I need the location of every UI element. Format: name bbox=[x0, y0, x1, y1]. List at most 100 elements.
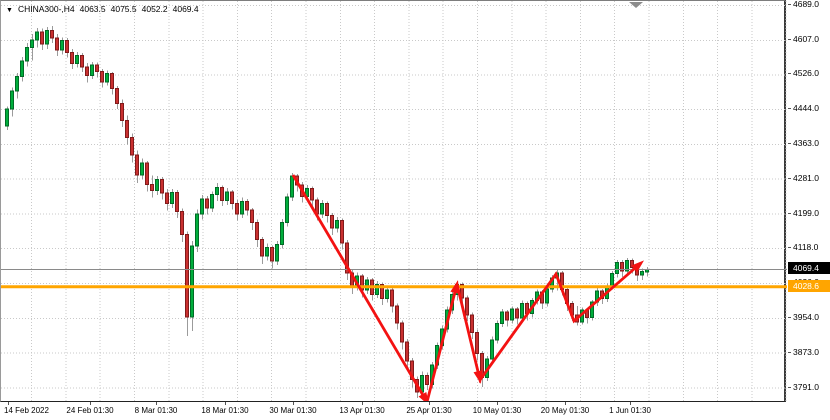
open-value: 4063.5 bbox=[79, 4, 106, 14]
price-axis-label: 4281.0 bbox=[793, 172, 819, 183]
candle bbox=[105, 70, 109, 86]
time-axis-tick bbox=[497, 402, 498, 405]
candle bbox=[310, 186, 314, 207]
time-axis[interactable]: 14 Feb 2022 24 Feb 01:30 8 Mar 01:30 18 Mar… bbox=[0, 402, 830, 420]
candle-body-bear bbox=[405, 341, 409, 362]
candle-body-bear bbox=[160, 179, 164, 194]
candle bbox=[5, 106, 9, 131]
candle-body-bear bbox=[465, 297, 469, 316]
candle bbox=[60, 37, 64, 55]
candle-body-bear bbox=[505, 311, 509, 321]
price-axis-tick bbox=[788, 142, 791, 144]
candle bbox=[40, 28, 44, 51]
candle-body-bull bbox=[10, 90, 14, 110]
candle bbox=[15, 73, 19, 99]
candle bbox=[205, 195, 209, 215]
candle bbox=[50, 26, 54, 44]
candle bbox=[185, 231, 189, 337]
candle-body-bear bbox=[410, 360, 414, 381]
candle-body-bear bbox=[400, 322, 404, 343]
candle-body-bull bbox=[365, 279, 369, 291]
candle-body-bull bbox=[15, 75, 19, 92]
candle bbox=[290, 172, 294, 201]
candle-body-bull bbox=[30, 39, 34, 49]
price-axis-tick bbox=[788, 73, 791, 75]
candle bbox=[115, 85, 119, 109]
candle bbox=[170, 189, 174, 208]
candle bbox=[175, 189, 179, 219]
price-axis-tick bbox=[788, 317, 791, 319]
chart-area[interactable]: ▼ CHINA300-,H4 4063.5 4075.5 4052.2 4069.4 bbox=[0, 0, 787, 402]
trend-arrows[interactable] bbox=[291, 174, 645, 401]
candle-body-bear bbox=[115, 87, 119, 104]
candle-body-bull bbox=[20, 60, 24, 77]
price-axis-label: 4118.0 bbox=[793, 242, 819, 253]
candle bbox=[265, 243, 269, 261]
candle bbox=[335, 217, 339, 233]
candle-body-bull bbox=[500, 311, 504, 324]
candle bbox=[110, 71, 114, 95]
candle-body-bear bbox=[95, 64, 99, 72]
candle-body-bear bbox=[380, 284, 384, 300]
candle bbox=[85, 62, 89, 83]
time-axis-label: 13 Apr 01:30 bbox=[339, 406, 385, 415]
candle-body-bull bbox=[190, 245, 194, 318]
candle-body-bull bbox=[285, 196, 289, 224]
candle-body-bear bbox=[630, 260, 634, 268]
candle-body-bull bbox=[615, 261, 619, 274]
price-axis[interactable]: 4689.0 4607.0 4526.0 4444.0 4363.0 4281.0 4199… bbox=[788, 0, 830, 402]
candle bbox=[260, 236, 264, 265]
candle-body-bear bbox=[620, 261, 624, 272]
trend-arrowhead bbox=[473, 370, 483, 384]
collapse-triangle-icon[interactable]: ▼ bbox=[6, 7, 13, 14]
candle-body-bear bbox=[165, 192, 169, 205]
price-axis-label: 4689.0 bbox=[793, 0, 819, 9]
candle bbox=[30, 33, 34, 61]
candle bbox=[225, 188, 229, 205]
candle bbox=[220, 185, 224, 207]
candle bbox=[145, 160, 149, 192]
candle-body-bear bbox=[70, 52, 74, 64]
candle-body-bear bbox=[325, 203, 329, 216]
candle-body-bear bbox=[425, 374, 429, 386]
candle bbox=[320, 200, 324, 219]
candle bbox=[55, 33, 59, 57]
ohlc-header: ▼ CHINA300-,H4 4063.5 4075.5 4052.2 4069.4 bbox=[6, 4, 204, 14]
time-axis-tick bbox=[565, 402, 566, 405]
high-value: 4075.5 bbox=[110, 4, 137, 14]
candle-body-bull bbox=[335, 220, 339, 229]
time-axis-tick bbox=[630, 402, 631, 405]
candle bbox=[620, 260, 624, 277]
price-axis-tick bbox=[788, 386, 791, 388]
candle bbox=[230, 189, 234, 210]
candle-body-bull bbox=[265, 246, 269, 257]
symbol-period-label: CHINA300-,H4 bbox=[17, 4, 75, 14]
chart-canvas[interactable] bbox=[1, 1, 787, 401]
candle-body-bear bbox=[260, 239, 264, 257]
price-axis-label: 4199.0 bbox=[793, 207, 819, 218]
time-axis-label: 14 Feb 2022 bbox=[4, 406, 49, 415]
candle bbox=[325, 201, 329, 223]
price-axis-tick bbox=[788, 38, 791, 40]
price-axis-label: 3873.0 bbox=[793, 346, 819, 357]
price-axis-label: 4444.0 bbox=[793, 103, 819, 114]
candle bbox=[245, 198, 249, 216]
candle bbox=[240, 197, 244, 219]
candle bbox=[340, 218, 344, 250]
candle bbox=[195, 209, 199, 253]
candle-body-bull bbox=[510, 308, 514, 321]
trend-arrowhead bbox=[450, 280, 460, 294]
candle-body-bull bbox=[385, 289, 389, 300]
candle-body-bear bbox=[270, 246, 274, 262]
candle-body-bull bbox=[625, 260, 629, 272]
chart-shift-marker-icon[interactable] bbox=[629, 2, 643, 8]
candle bbox=[395, 303, 399, 330]
candle bbox=[425, 372, 429, 391]
candle-body-bull bbox=[280, 222, 284, 245]
candle bbox=[80, 53, 84, 73]
candle bbox=[280, 218, 284, 249]
candle bbox=[515, 307, 519, 325]
candle bbox=[180, 208, 184, 242]
candle-body-bear bbox=[125, 119, 129, 138]
